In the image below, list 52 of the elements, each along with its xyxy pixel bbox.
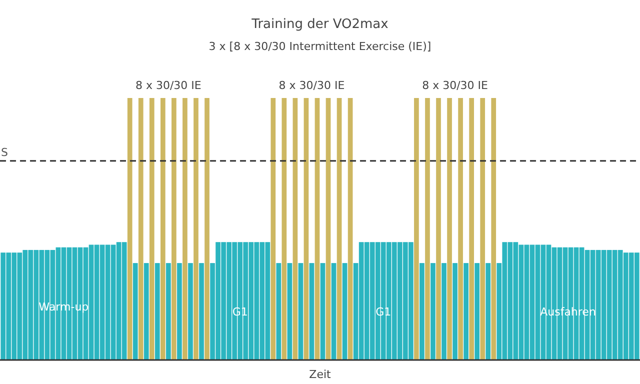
chart-subtitle: 3 x [8 x 30/30 Intermittent Exercise (IE)]	[208, 40, 432, 53]
text: 8 x 30/30 IE	[278, 79, 345, 92]
bar	[314, 98, 320, 360]
bar	[348, 98, 353, 360]
bar	[469, 98, 474, 360]
bar	[298, 263, 304, 360]
bar	[425, 98, 430, 360]
bar	[149, 98, 154, 360]
bar	[304, 98, 309, 360]
bar	[270, 98, 276, 360]
ref-line-label: S	[1, 146, 8, 159]
bar	[342, 263, 348, 360]
bar	[309, 263, 314, 360]
bar	[331, 263, 336, 360]
bar	[452, 263, 458, 360]
bar	[182, 98, 188, 360]
bar	[160, 98, 166, 360]
bar	[132, 263, 138, 360]
bar	[188, 263, 193, 360]
bar	[172, 98, 176, 360]
bar	[166, 263, 171, 360]
x-axis-title: Zeit	[309, 368, 332, 381]
bar	[464, 263, 468, 360]
bar	[442, 263, 446, 360]
bar	[177, 263, 182, 360]
bar	[480, 98, 486, 360]
bar	[336, 98, 342, 360]
bar	[194, 98, 198, 360]
bar	[486, 263, 491, 360]
bar	[144, 263, 149, 360]
text: 8 x 30/30 IE	[422, 79, 488, 92]
bar	[287, 263, 292, 360]
bar	[430, 263, 436, 360]
bar	[276, 263, 282, 360]
bar	[292, 98, 298, 360]
bar	[436, 98, 441, 360]
bar	[127, 98, 132, 360]
chart-title: Training der VO2max	[250, 17, 389, 32]
bar	[414, 98, 419, 360]
bar	[420, 263, 424, 360]
bar	[447, 98, 452, 360]
bar	[474, 263, 480, 360]
bar	[199, 263, 204, 360]
text: 8 x 30/30 IE	[135, 79, 202, 92]
bar	[154, 263, 160, 360]
bar	[491, 98, 496, 360]
bar	[204, 98, 210, 360]
bar	[458, 98, 463, 360]
bar	[326, 98, 331, 360]
bar	[138, 98, 144, 360]
bar	[282, 98, 287, 360]
bar	[320, 263, 326, 360]
